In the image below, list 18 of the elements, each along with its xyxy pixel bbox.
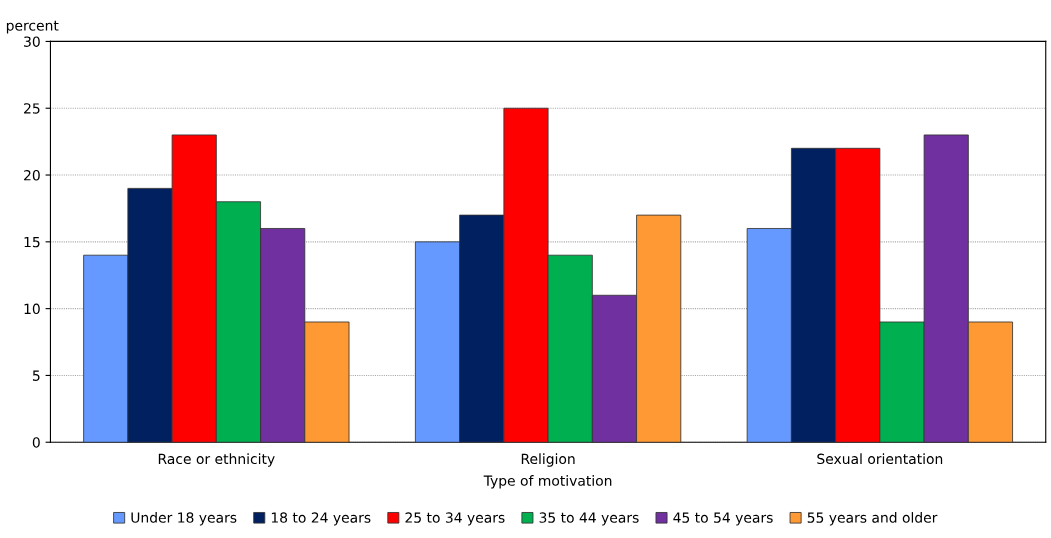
legend-label: 45 to 54 years: [673, 512, 773, 526]
x-tick-label: Race or ethnicity: [158, 453, 275, 467]
y-tick-label: 10: [24, 303, 40, 315]
x-tick-label: Religion: [521, 453, 575, 467]
y-tick-label: 0: [32, 437, 40, 448]
y-axis-title: percent: [6, 20, 59, 34]
x-axis-title: Type of motivation: [483, 475, 612, 489]
legend-label: 25 to 34 years: [405, 512, 505, 526]
y-tick-label: 25: [24, 103, 40, 114]
legend-label: 18 to 24 years: [271, 512, 371, 526]
legend-label: 35 to 44 years: [539, 512, 639, 526]
y-tick-label: 5: [32, 370, 40, 381]
y-tick-label: 30: [24, 36, 40, 47]
legend-label: Under 18 years: [131, 512, 237, 526]
x-tick-label: Sexual orientation: [817, 453, 943, 465]
y-tick-label: 20: [24, 170, 40, 181]
legend-label: 55 years and older: [807, 512, 938, 526]
y-tick-label: 15: [24, 236, 40, 248]
